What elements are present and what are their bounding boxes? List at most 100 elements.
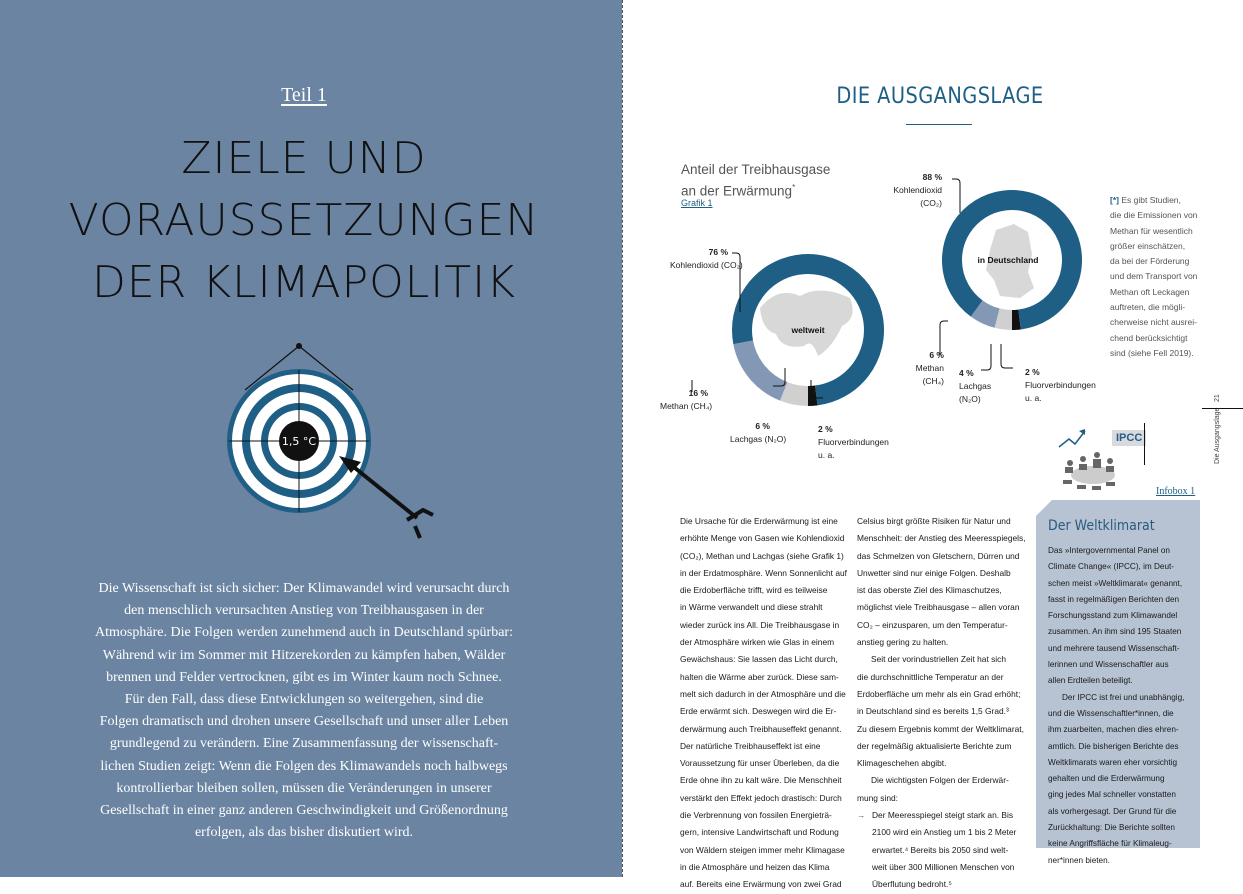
text-line: grundlegend zu verändern. Eine Zusammenf…	[40, 733, 568, 755]
label-n2o-world: 6 %Lachgas (N₂O)	[730, 420, 770, 446]
text-line: Gesellschaft in einer ganz anderen Gesch…	[40, 800, 568, 822]
text-line: verstärkt den Effekt jedoch drastisch: D…	[680, 790, 847, 807]
note-line: Methan für wesentlich	[1110, 224, 1197, 239]
text-line: den menschlich verursachten Anstieg von …	[40, 600, 568, 622]
text-line: Gewächshaus: Sie lassen das Licht durch,	[680, 651, 847, 668]
donut-segment-2	[784, 391, 808, 396]
label-fluor-de: 2 %Fluorverbindungen u. a.	[1025, 366, 1085, 405]
running-head: Die Ausgangslage	[1214, 408, 1221, 464]
infobox-link[interactable]: Infobox 1	[1156, 486, 1195, 497]
chart-center-label: in Deutschland	[978, 255, 1039, 265]
text-line: Überflutung bedroht.⁵	[857, 876, 1026, 893]
text-line: halten die Wärme aber zurück. Diese sam-	[680, 669, 847, 686]
text-line: Climate Change« (IPCC), im Deut-	[1048, 559, 1184, 575]
text-line: mung sind:	[857, 790, 1026, 807]
text-line: ist das oberste Ziel des Klimaschutzes,	[857, 582, 1026, 599]
trend-arrow-icon	[1059, 431, 1085, 447]
text-line: Der Meeresspiegel steigt stark an. Bis	[872, 810, 1013, 820]
label-fluor-world: 2 %Fluorverbindungen u. a.	[818, 423, 878, 462]
text-line: gehalten und die Erderwärmung	[1048, 771, 1184, 787]
text-line: erhöhte Menge von Gasen wie Kohlendioxid	[680, 530, 847, 547]
text-line: ner*innen bieten.	[1048, 853, 1184, 869]
text-line: Während wir im Sommer mit Hitzerekorden …	[40, 645, 568, 667]
label-ch4-de: 6 %Methan (CH₄)	[900, 349, 944, 388]
target-label: 1,5 °C	[282, 435, 316, 448]
text-line: zusammen. An ihm sind 195 Staaten	[1048, 624, 1184, 640]
chapter-title: ZIELE UND VORAUSSETZUNGEN DER KLIMAPOLIT…	[0, 128, 608, 314]
text-line: die Verbrennung von fossilen Energieträ-	[680, 807, 847, 824]
label-ch4-world: 16 %Methan (CH₄)	[660, 387, 708, 413]
leader-line	[1001, 344, 1013, 368]
text-line: Celsius birgt größte Risiken für Natur u…	[857, 513, 1026, 530]
text-line: derwärmung auch Treibhauseffekt genannt.	[680, 721, 847, 738]
part-label: Teil 1	[0, 84, 608, 107]
note-line: da bei der Förderung	[1110, 254, 1197, 269]
text-line: in die Atmosphäre und heizen das Klima	[680, 859, 847, 876]
text-line: Erde ohne ihn zu kalt wäre. Die Menschhe…	[680, 772, 847, 789]
text-line: Weltklimarats waren eher vorsichtig	[1048, 755, 1184, 771]
text-line: die Erdoberfläche trifft, wird es teilwe…	[680, 582, 847, 599]
title-line: VORAUSSETZUNGEN	[0, 190, 608, 252]
text-line: melt sich dadurch in der Atmosphäre und …	[680, 686, 847, 703]
target-illustration: 1,5 °C	[225, 340, 445, 540]
text-line: anstieg gering zu halten.	[857, 634, 1026, 651]
text-line: erwartet.⁴ Bereits bis 2050 sind welt-	[857, 842, 1026, 859]
note-line: sind (siehe Fell 2019).	[1110, 346, 1197, 361]
text-line: → Der Meeresspiegel steigt stark an. Bis	[857, 807, 1026, 824]
text-line: Der natürliche Treibhauseffekt ist eine	[680, 738, 847, 755]
page-margin: 21 Die Ausgangslage	[1212, 388, 1232, 468]
body-column-2: Celsius birgt größte Risiken für Natur u…	[857, 513, 1026, 894]
margin-rule	[1202, 408, 1243, 409]
text-line: kontrollierbar bleiben sollen, müssen di…	[40, 778, 568, 800]
text-line: Klimageschehen abgibt.	[857, 755, 1026, 772]
donut-segment-2	[997, 318, 1012, 320]
text-line: der regelmäßig aktualisierte Berichte zu…	[857, 738, 1026, 755]
text-line: Zu diesem Ergebnis kommt der Weltklimara…	[857, 721, 1026, 738]
text-line: Atmosphäre. Die Folgen werden zunehmend …	[40, 622, 568, 644]
arrow-icon	[350, 464, 417, 518]
donut-segment-1	[977, 309, 997, 319]
arrow-bullet-icon: →	[857, 807, 865, 824]
note-line: chend berücksichtigt	[1110, 331, 1197, 346]
label-co2-world: 76 %Kohlendioxid (CO₂)	[670, 246, 728, 272]
text-line: und mehrere tausend Wissenschaft-	[1048, 641, 1184, 657]
title-line: ZIELE UND	[0, 128, 608, 190]
text-line: Das »Intergovernmental Panel on	[1048, 543, 1184, 559]
text-line: Die Wissenschaft ist sich sicher: Der Kl…	[40, 578, 568, 600]
text-line: keine Angriffsfläche für Klimaleug-	[1048, 836, 1184, 852]
text-line: Voraussetzung für unser Überleben, da di…	[680, 755, 847, 772]
text-line: Unwetter sind nur einige Folgen. Deshalb	[857, 565, 1026, 582]
text-line: Der IPCC ist frei und unabhängig,	[1048, 690, 1184, 706]
text-line: als vorhergesagt. Der Grund für die	[1048, 804, 1184, 820]
note-line: Methan oft Leckagen	[1110, 285, 1197, 300]
text-line: amtlich. Die bisherigen Berichte des	[1048, 739, 1184, 755]
label-n2o-de: 4 %Lachgas (N₂O)	[959, 367, 999, 406]
text-line: das Schmelzen von Gletschern, Dürren und	[857, 548, 1026, 565]
text-line: (CO₂), Methan und Lachgas (siehe Grafik …	[680, 548, 847, 565]
text-line: auf. Bereits eine Erwärmung von zwei Gra…	[680, 876, 847, 893]
text-line: und die Wissenschaftler*innen, die	[1048, 706, 1184, 722]
text-line: in Wärme verwandelt und diese strahlt	[680, 599, 847, 616]
ipcc-illustration	[1055, 425, 1115, 495]
note-line: [*] Es gibt Studien,	[1110, 193, 1197, 208]
note-marker: [*]	[1110, 195, 1119, 205]
chart-center-label: weltweit	[790, 325, 824, 335]
text-line: ihm zuarbeiten, machen dies ehren-	[1048, 722, 1184, 738]
text-line: in Deutschland sind es bereits 1,5 Grad.…	[857, 703, 1026, 720]
text-line: möglichst viele Treibhausgase – allen vo…	[857, 599, 1026, 616]
text-line: Erdoberfläche um mehr als ein Grad erhöh…	[857, 686, 1026, 703]
infobox-title: Der Weltklimarat	[1048, 518, 1155, 534]
note-line: auftreten, die mögli-	[1110, 300, 1197, 315]
text-line: ging jedes Mal schneller vonstatten	[1048, 787, 1184, 803]
body-column-1: Die Ursache für die Erderwärmung ist ein…	[680, 513, 847, 894]
text-line: von Wäldern steigen immer mehr Klimagase	[680, 842, 847, 859]
title-line: DER KLIMAPOLITIK	[0, 252, 608, 314]
text-line: Für den Fall, dass diese Entwicklungen s…	[40, 689, 568, 711]
text-line: Seit der vorindustriellen Zeit hat sich	[857, 651, 1026, 668]
text-line: in der Erdatmosphäre. Wenn Sonnenlicht a…	[680, 565, 847, 582]
text-line: weit über 300 Millionen Menschen von	[857, 859, 1026, 876]
text-line: CO₂ – einzusparen, um den Temperatur-	[857, 617, 1026, 634]
donut-segment-3	[808, 395, 816, 396]
text-line: gern, intensive Landwirtschaft und Rodun…	[680, 824, 847, 841]
